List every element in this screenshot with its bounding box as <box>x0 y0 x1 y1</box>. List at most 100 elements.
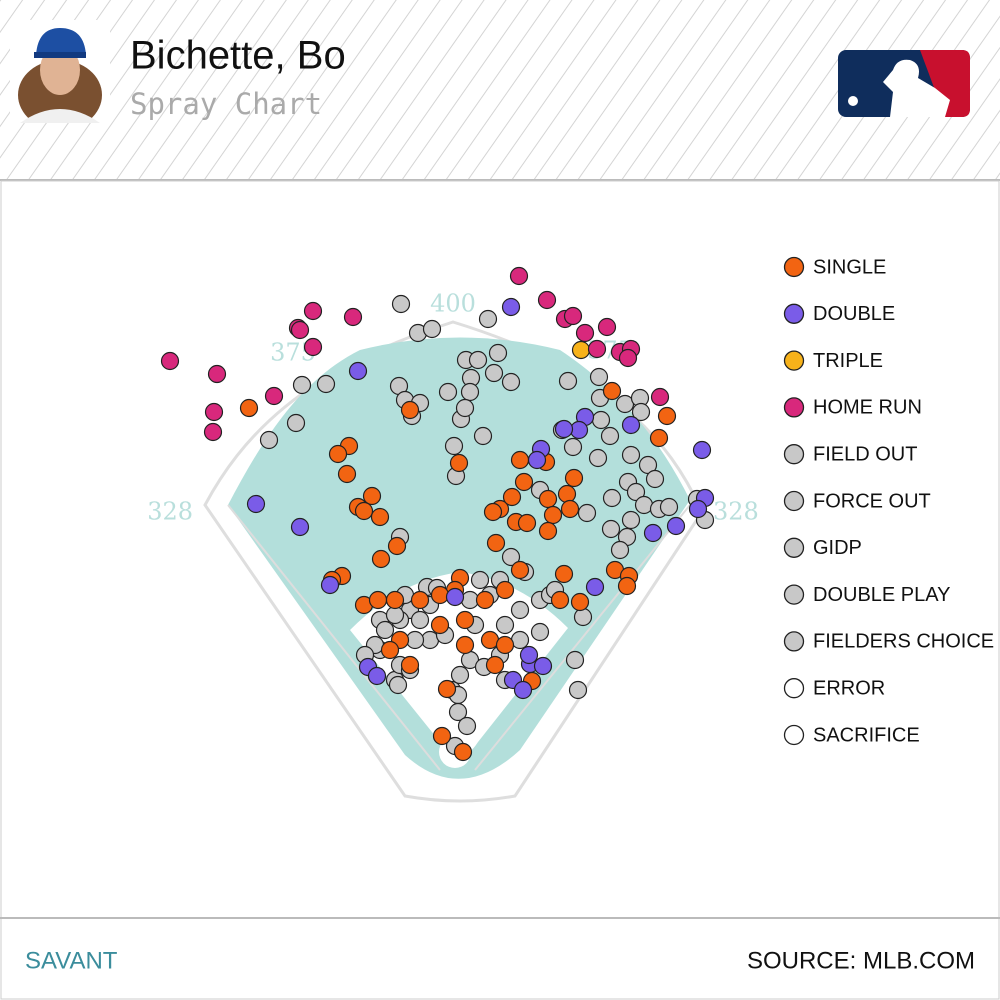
legend-swatch <box>783 444 805 465</box>
hit-point <box>649 428 669 448</box>
hit-point <box>501 547 521 567</box>
hit-point <box>320 575 340 595</box>
hit-point <box>688 499 708 519</box>
hit-point <box>538 521 558 541</box>
legend-swatch <box>783 584 805 605</box>
hit-point <box>400 655 420 675</box>
hit-point <box>513 680 533 700</box>
hit-point <box>450 665 470 685</box>
hit-point <box>621 510 641 530</box>
hit-point <box>438 382 458 402</box>
frame <box>0 180 1000 1000</box>
hit-point <box>618 348 638 368</box>
hit-point <box>587 339 607 359</box>
hit-point <box>400 400 420 420</box>
legend-label: HOME RUN <box>813 397 922 419</box>
hit-point <box>387 536 407 556</box>
hit-point <box>460 382 480 402</box>
hit-point <box>558 371 578 391</box>
hit-point <box>388 675 408 695</box>
hit-point <box>554 564 574 584</box>
legend-swatch <box>783 490 805 512</box>
hit-point <box>657 406 677 426</box>
mlb-logo <box>838 50 970 117</box>
legend-label: FORCE OUT <box>813 490 931 512</box>
hit-point <box>368 590 388 610</box>
hit-point <box>432 726 452 746</box>
hit-point <box>478 309 498 329</box>
hit-point <box>203 422 223 442</box>
hit-point <box>455 635 475 655</box>
legend-swatch <box>783 397 805 418</box>
header-background <box>0 0 1000 180</box>
hit-point <box>457 716 477 736</box>
hit-point <box>473 426 493 446</box>
hit-point <box>430 585 450 605</box>
legend-label: SACRIFICE <box>813 724 920 746</box>
hit-point <box>501 372 521 392</box>
hit-point <box>422 319 442 339</box>
hit-point <box>483 502 503 522</box>
hit-point <box>502 487 522 507</box>
hit-point <box>543 505 563 525</box>
hit-point <box>602 488 622 508</box>
hit-point <box>160 351 180 371</box>
legend-swatch <box>783 537 805 558</box>
hit-point <box>666 516 686 536</box>
hit-point <box>204 402 224 422</box>
hit-point <box>375 620 395 640</box>
hit-point <box>601 519 621 539</box>
hit-point <box>568 680 588 700</box>
hit-point <box>316 374 336 394</box>
legend-label: GIDP <box>813 537 862 559</box>
hit-point <box>362 486 382 506</box>
hit-point <box>449 453 469 473</box>
hit-point <box>303 337 323 357</box>
legend-label: ERROR <box>813 677 885 699</box>
hit-point <box>380 640 400 660</box>
legend-swatch <box>783 303 805 324</box>
hit-point <box>643 523 663 543</box>
hit-point <box>486 533 506 553</box>
hit-point <box>343 307 363 327</box>
distance-label: 400 <box>430 290 476 318</box>
hit-point <box>303 301 323 321</box>
hit-point <box>410 590 430 610</box>
hit-point <box>470 570 490 590</box>
legend-swatch <box>783 256 805 278</box>
legend-swatch <box>783 350 805 371</box>
hit-point <box>509 266 529 286</box>
hit-point <box>621 445 641 465</box>
hit-point <box>370 507 390 527</box>
hit-point <box>569 420 589 440</box>
player-photo <box>10 20 110 123</box>
hit-point <box>484 363 504 383</box>
hit-point <box>437 679 457 699</box>
hit-point <box>527 450 547 470</box>
hit-point <box>207 364 227 384</box>
hit-point <box>610 540 630 560</box>
hit-point <box>510 600 530 620</box>
hit-point <box>621 415 641 435</box>
hit-point <box>290 517 310 537</box>
hit-point <box>264 386 284 406</box>
hit-point <box>410 610 430 630</box>
hit-point <box>600 426 620 446</box>
hit-point <box>354 501 374 521</box>
hit-point <box>533 656 553 676</box>
distance-label: 328 <box>147 498 193 526</box>
hit-point <box>246 494 266 514</box>
hit-point <box>501 297 521 317</box>
hit-point <box>650 387 670 407</box>
hit-point <box>550 590 570 610</box>
distance-label: 328 <box>713 498 759 526</box>
hit-point <box>519 645 539 665</box>
hit-point <box>391 294 411 314</box>
hit-point <box>430 615 450 635</box>
hit-point <box>602 381 622 401</box>
hit-point <box>510 560 530 580</box>
hit-point <box>328 444 348 464</box>
hit-point <box>290 320 310 340</box>
hit-point <box>514 472 534 492</box>
